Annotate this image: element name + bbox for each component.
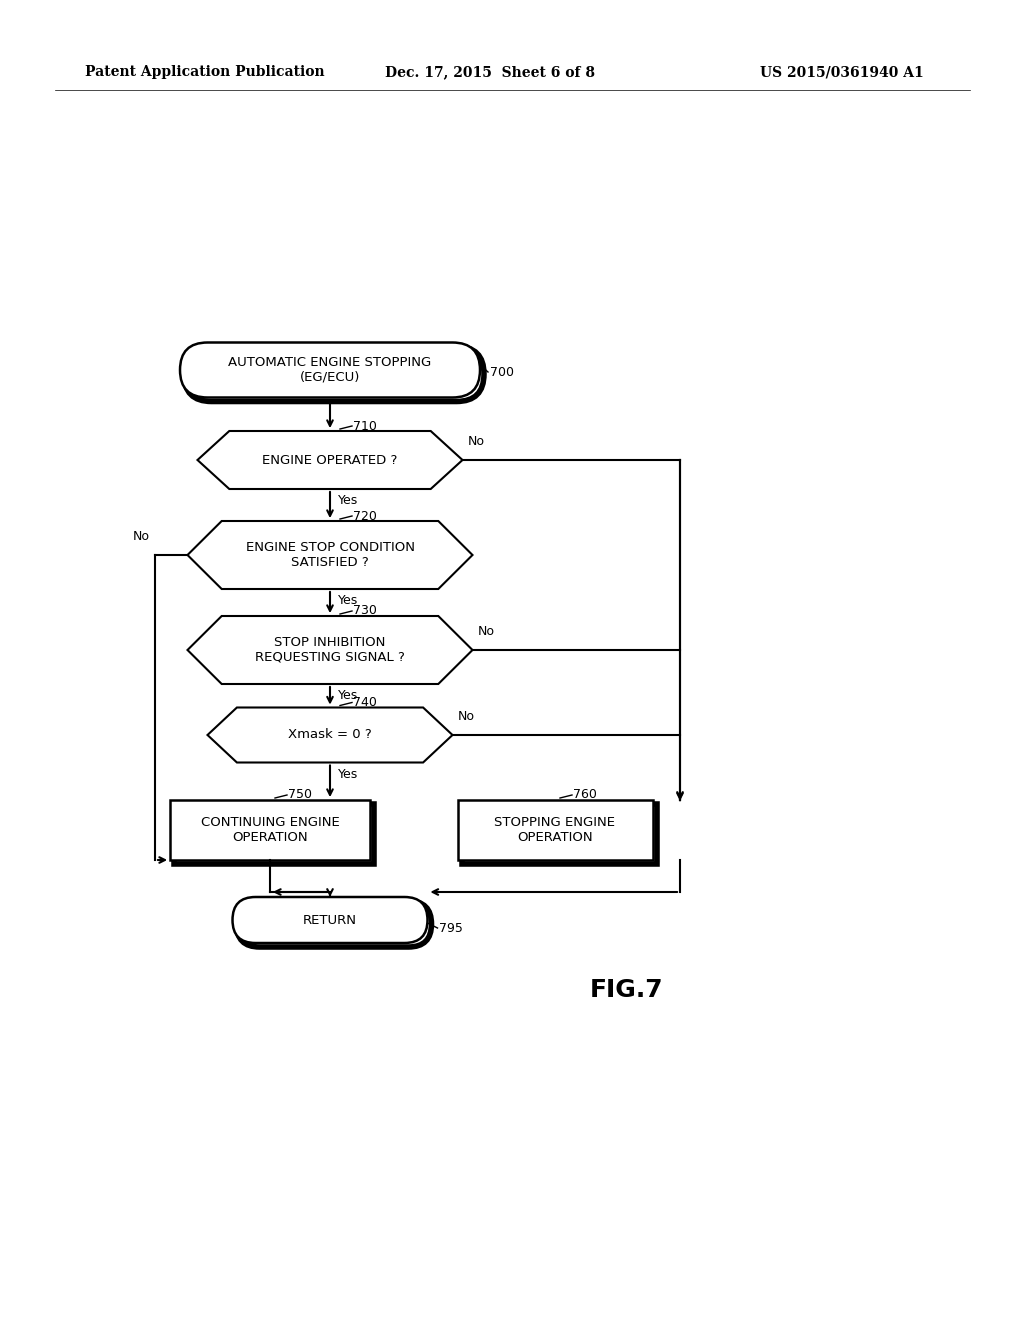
Text: Xmask = 0 ?: Xmask = 0 ? (288, 729, 372, 742)
FancyBboxPatch shape (232, 898, 427, 942)
Text: Yes: Yes (338, 594, 358, 607)
Text: ENGINE STOP CONDITION
SATISFIED ?: ENGINE STOP CONDITION SATISFIED ? (246, 541, 415, 569)
Text: 795: 795 (438, 921, 463, 935)
Text: RETURN: RETURN (303, 913, 357, 927)
Text: 730: 730 (353, 605, 377, 618)
Text: 710: 710 (353, 420, 377, 433)
Text: 700: 700 (490, 366, 514, 379)
Text: Yes: Yes (338, 494, 358, 507)
Text: 740: 740 (353, 696, 377, 709)
Text: US 2015/0361940 A1: US 2015/0361940 A1 (760, 65, 924, 79)
Text: No: No (133, 531, 150, 543)
Text: STOPPING ENGINE
OPERATION: STOPPING ENGINE OPERATION (495, 816, 615, 843)
Text: 720: 720 (353, 510, 377, 523)
Text: CONTINUING ENGINE
OPERATION: CONTINUING ENGINE OPERATION (201, 816, 339, 843)
Text: 760: 760 (573, 788, 597, 801)
Text: No: No (477, 624, 495, 638)
Text: 750: 750 (288, 788, 312, 801)
Polygon shape (187, 521, 472, 589)
Text: No: No (468, 436, 484, 447)
Polygon shape (187, 616, 472, 684)
Polygon shape (208, 708, 453, 763)
Text: FIG.7: FIG.7 (590, 978, 664, 1002)
Text: Dec. 17, 2015  Sheet 6 of 8: Dec. 17, 2015 Sheet 6 of 8 (385, 65, 595, 79)
Bar (170, 800, 370, 861)
Bar (174, 804, 374, 865)
Polygon shape (198, 432, 463, 488)
Text: ENGINE OPERATED ?: ENGINE OPERATED ? (262, 454, 397, 466)
Bar (462, 804, 656, 865)
Bar (458, 800, 652, 861)
Text: Yes: Yes (338, 767, 358, 780)
Text: STOP INHIBITION
REQUESTING SIGNAL ?: STOP INHIBITION REQUESTING SIGNAL ? (255, 636, 404, 664)
Text: No: No (458, 710, 474, 723)
Text: Yes: Yes (338, 689, 358, 702)
Text: Patent Application Publication: Patent Application Publication (85, 65, 325, 79)
FancyBboxPatch shape (180, 342, 480, 397)
Text: AUTOMATIC ENGINE STOPPING
(EG/ECU): AUTOMATIC ENGINE STOPPING (EG/ECU) (228, 356, 432, 384)
